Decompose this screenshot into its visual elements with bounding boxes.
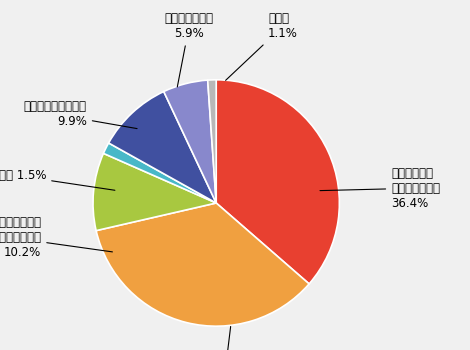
Wedge shape (103, 143, 216, 203)
Text: 朝食は食べない
5.9%: 朝食は食べない 5.9% (164, 12, 213, 87)
Wedge shape (164, 80, 216, 203)
Text: 和食以外が多い
（パンなど）
35.0%: 和食以外が多い （パンなど） 35.0% (198, 327, 247, 350)
Text: 無回答
1.1%: 無回答 1.1% (226, 12, 298, 80)
Wedge shape (96, 203, 309, 326)
Wedge shape (216, 80, 339, 284)
Wedge shape (109, 92, 216, 203)
Text: 特に決まっていない
9.9%: 特に決まっていない 9.9% (24, 100, 137, 128)
Text: 和食系、和食以外
が同じくらいの頻度
10.2%: 和食系、和食以外 が同じくらいの頻度 10.2% (0, 216, 112, 259)
Text: その他 1.5%: その他 1.5% (0, 169, 115, 190)
Text: 和食系が多い
（ごはんなど）
36.4%: 和食系が多い （ごはんなど） 36.4% (320, 167, 440, 210)
Wedge shape (208, 80, 216, 203)
Wedge shape (93, 153, 216, 231)
